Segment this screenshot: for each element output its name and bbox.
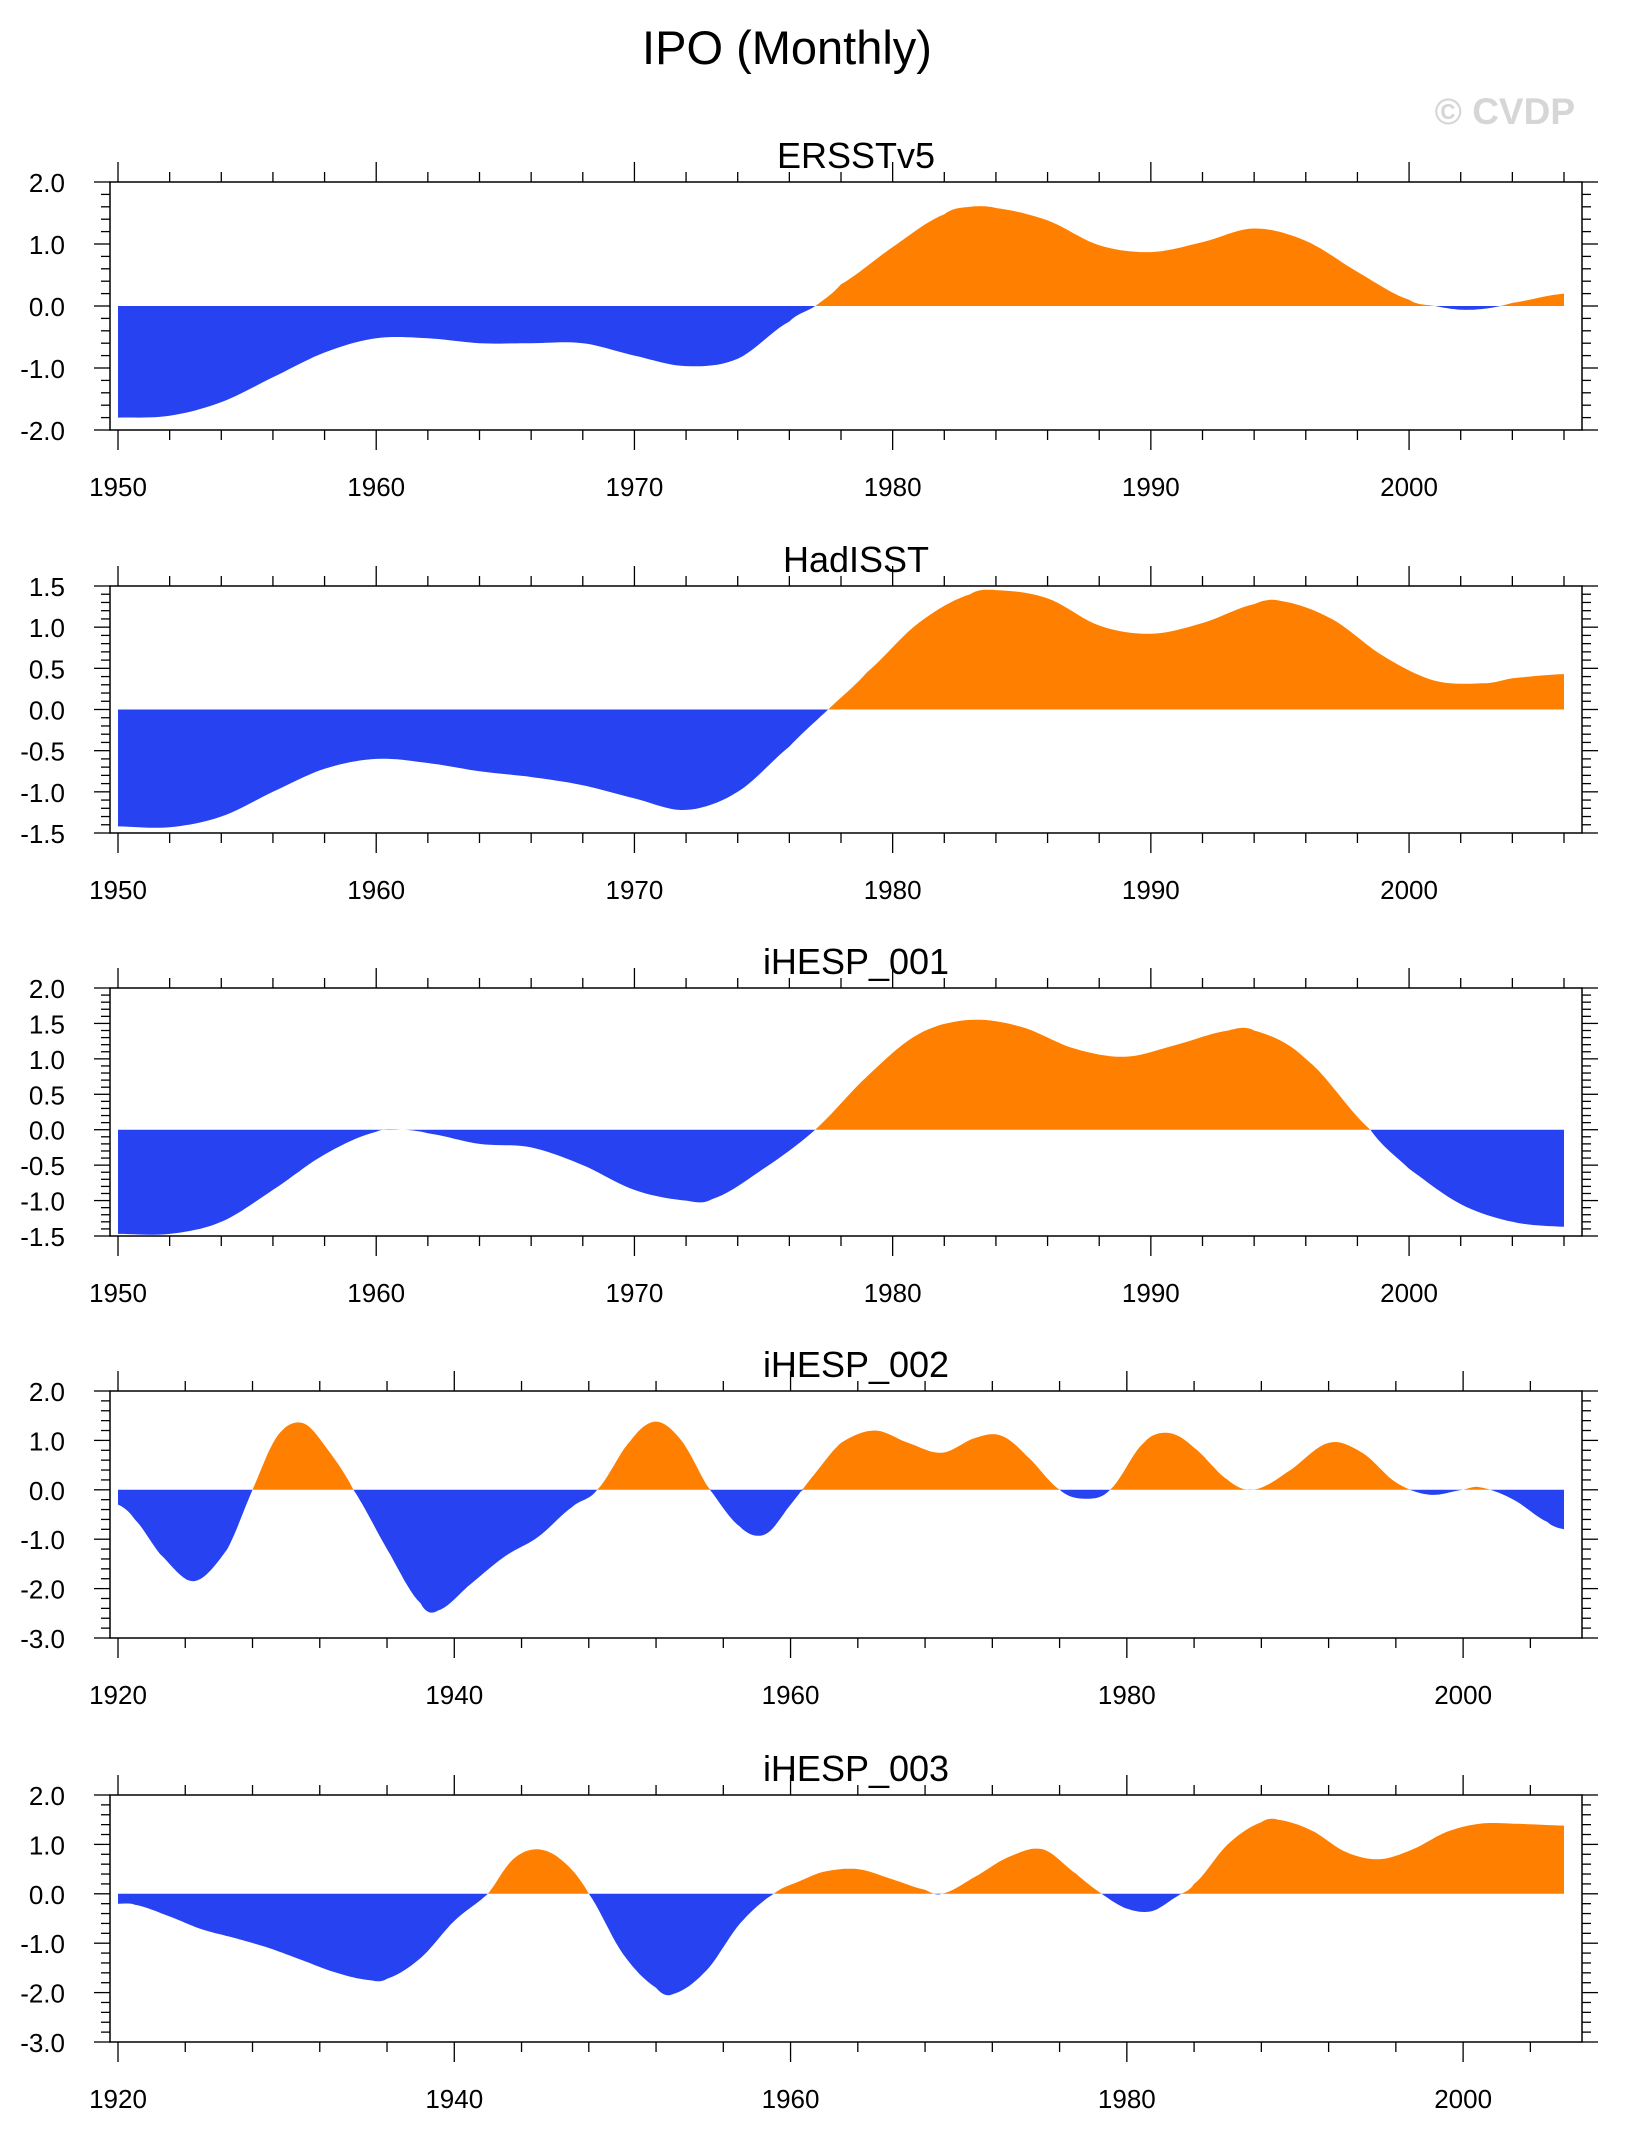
y-tick-label: -1.0 bbox=[20, 1187, 65, 1217]
x-tick-label: 1980 bbox=[864, 875, 922, 905]
y-tick-label: 0.0 bbox=[29, 1476, 65, 1506]
x-tick-label: 1960 bbox=[347, 1278, 405, 1308]
positive-area bbox=[118, 1818, 1564, 1894]
x-tick-label: 1950 bbox=[89, 472, 147, 502]
negative-area bbox=[118, 1893, 1564, 1996]
y-tick-label: -1.0 bbox=[20, 354, 65, 384]
x-tick-label: 1970 bbox=[606, 875, 664, 905]
chart-panel-2: HadISST -1.5 -1.0 -0.5 0.0 0.5 1.0 1.5 1950 1960 1… bbox=[20, 539, 1598, 905]
x-tick-label: 1940 bbox=[425, 2084, 483, 2114]
y-tick-label: -1.0 bbox=[20, 778, 65, 808]
y-tick-label: -2.0 bbox=[20, 1979, 65, 2009]
y-tick-label: -1.0 bbox=[20, 1525, 65, 1555]
x-tick-label: 1990 bbox=[1122, 875, 1180, 905]
chart-panel-4: iHESP_002 -3.0 -2.0 -1.0 0.0 1.0 2.0 1920 1940 19… bbox=[20, 1344, 1598, 1710]
chart-panel-3: iHESP_001 -1.5 -1.0 -0.5 0.0 0.5 1.0 1.5 2.0 1950… bbox=[20, 941, 1598, 1308]
y-tick-label: 2.0 bbox=[29, 168, 65, 198]
panel-title: HadISST bbox=[783, 539, 929, 580]
panels-container: ERSSTv5 -2.0 -1.0 0.0 1.0 2.0 1950 1960 1970 1980… bbox=[20, 135, 1598, 2114]
plot-frame bbox=[109, 1390, 1583, 1639]
x-tick-label: 2000 bbox=[1434, 1680, 1492, 1710]
x-tick-label: 1920 bbox=[89, 1680, 147, 1710]
y-tick-label: 1.0 bbox=[29, 1426, 65, 1456]
x-tick-label: 1980 bbox=[864, 1278, 922, 1308]
y-tick-label: -3.0 bbox=[20, 2028, 65, 2058]
y-tick-label: 0.0 bbox=[29, 1880, 65, 1910]
x-tick-label: 1950 bbox=[89, 1278, 147, 1308]
x-tick-label: 1960 bbox=[762, 1680, 820, 1710]
plot-frame bbox=[109, 1794, 1583, 2043]
positive-area bbox=[118, 1421, 1564, 1490]
y-tick-label: 2.0 bbox=[29, 1377, 65, 1407]
panel-title: iHESP_002 bbox=[763, 1344, 949, 1385]
y-tick-label: 0.0 bbox=[29, 292, 65, 322]
chart-panel-1: ERSSTv5 -2.0 -1.0 0.0 1.0 2.0 1950 1960 1970 1980… bbox=[20, 135, 1598, 502]
y-tick-label: -0.5 bbox=[20, 737, 65, 767]
y-tick-label: -3.0 bbox=[20, 1624, 65, 1654]
positive-area bbox=[118, 1019, 1564, 1130]
x-tick-label: 1980 bbox=[864, 472, 922, 502]
panel-title: ERSSTv5 bbox=[777, 135, 935, 176]
x-tick-label: 1970 bbox=[606, 472, 664, 502]
y-tick-label: 1.0 bbox=[29, 1045, 65, 1075]
plot-frame bbox=[109, 987, 1583, 1237]
y-tick-label: -2.0 bbox=[20, 416, 65, 446]
y-tick-label: -1.0 bbox=[20, 1929, 65, 1959]
x-tick-label: 1920 bbox=[89, 2084, 147, 2114]
y-tick-label: -1.5 bbox=[20, 1222, 65, 1252]
y-tick-label: 0.5 bbox=[29, 1080, 65, 1110]
y-tick-label: 2.0 bbox=[29, 974, 65, 1004]
x-tick-label: 1940 bbox=[425, 1680, 483, 1710]
x-tick-label: 2000 bbox=[1434, 2084, 1492, 2114]
x-tick-label: 1980 bbox=[1098, 2084, 1156, 2114]
y-tick-label: 2.0 bbox=[29, 1781, 65, 1811]
x-tick-label: 1970 bbox=[606, 1278, 664, 1308]
y-tick-label: 0.0 bbox=[29, 696, 65, 726]
y-tick-label: 1.0 bbox=[29, 1830, 65, 1860]
x-tick-label: 1960 bbox=[762, 2084, 820, 2114]
x-tick-label: 1950 bbox=[89, 875, 147, 905]
y-tick-label: 1.0 bbox=[29, 230, 65, 260]
watermark: © CVDP bbox=[1435, 91, 1575, 132]
x-tick-label: 1990 bbox=[1122, 472, 1180, 502]
x-tick-label: 1990 bbox=[1122, 1278, 1180, 1308]
x-tick-label: 2000 bbox=[1380, 472, 1438, 502]
figure-title: IPO (Monthly) bbox=[642, 21, 932, 74]
y-tick-label: 1.0 bbox=[29, 613, 65, 643]
y-tick-label: 1.5 bbox=[29, 572, 65, 602]
panel-title: iHESP_003 bbox=[763, 1748, 949, 1789]
x-tick-label: 1980 bbox=[1098, 1680, 1156, 1710]
positive-area bbox=[118, 206, 1564, 306]
x-tick-label: 1960 bbox=[347, 472, 405, 502]
x-tick-label: 2000 bbox=[1380, 1278, 1438, 1308]
panel-title: iHESP_001 bbox=[763, 941, 949, 982]
positive-area bbox=[118, 589, 1564, 710]
x-tick-label: 1960 bbox=[347, 875, 405, 905]
x-tick-label: 2000 bbox=[1380, 875, 1438, 905]
negative-area bbox=[118, 1129, 1564, 1235]
negative-area bbox=[118, 306, 1564, 418]
y-tick-label: 0.5 bbox=[29, 654, 65, 684]
negative-area bbox=[118, 1489, 1564, 1613]
y-tick-label: -2.0 bbox=[20, 1575, 65, 1605]
y-tick-label: -1.5 bbox=[20, 819, 65, 849]
y-tick-label: 1.5 bbox=[29, 1009, 65, 1039]
chart-panel-5: iHESP_003 -3.0 -2.0 -1.0 0.0 1.0 2.0 1920 1940 19… bbox=[20, 1748, 1598, 2114]
negative-area bbox=[118, 709, 1564, 828]
y-tick-label: 0.0 bbox=[29, 1116, 65, 1146]
y-tick-label: -0.5 bbox=[20, 1151, 65, 1181]
